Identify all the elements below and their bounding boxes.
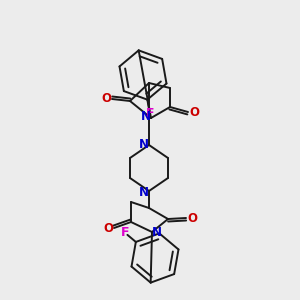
- Text: N: N: [141, 110, 151, 124]
- Text: F: F: [121, 226, 129, 239]
- Text: N: N: [139, 137, 149, 151]
- Text: O: O: [103, 221, 113, 235]
- Text: N: N: [152, 226, 162, 239]
- Text: O: O: [101, 92, 111, 106]
- Text: O: O: [187, 212, 197, 224]
- Text: F: F: [146, 107, 154, 120]
- Text: O: O: [189, 106, 199, 118]
- Text: N: N: [139, 185, 149, 199]
